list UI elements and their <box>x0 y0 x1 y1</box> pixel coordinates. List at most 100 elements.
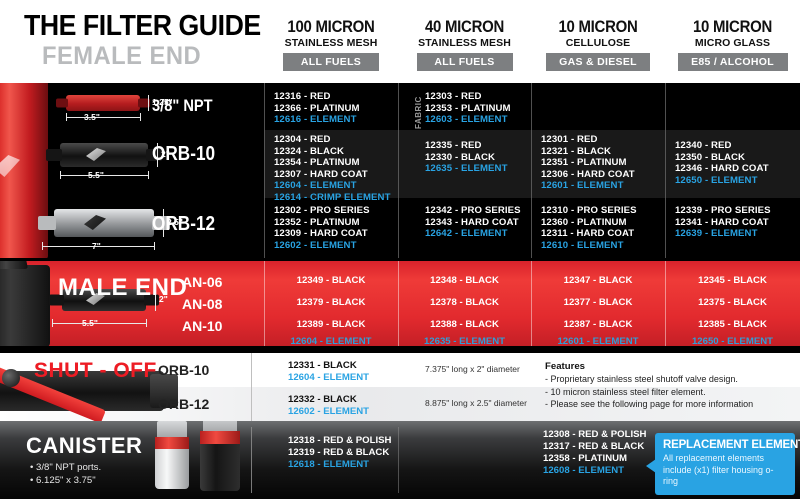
dim-line-npt-length <box>66 117 140 118</box>
column-micron: 10 MICRON <box>558 17 638 36</box>
cell-element-10cel: 12601 - ELEMENT <box>557 336 639 347</box>
canister-polish-image <box>155 421 189 489</box>
row-label-shut-orb12: ORB-12 <box>158 396 210 412</box>
column-header-10-micron-cellulose: 10 MICRON CELLULOSE GAS & DIESEL <box>531 18 665 71</box>
part-number-line: 12330 - BLACK <box>425 151 496 163</box>
shutoff-cap <box>150 374 178 408</box>
page-header: THE FILTER GUIDE FEMALE END 100 MICRON S… <box>0 0 800 83</box>
part-number-line: 12303 - RED <box>425 91 482 102</box>
column-media: MICRO GLASS <box>694 37 771 49</box>
cell-element-40: 12635 - ELEMENT <box>423 336 506 347</box>
row-label-orb12: ORB-12 <box>152 213 216 235</box>
part-number-line: 12343 - HARD COAT <box>425 216 519 228</box>
male-end-product-art: 5.5" 2" <box>0 261 264 346</box>
part-number-line: 12308 - RED & POLISH <box>543 429 647 440</box>
cell-npt-40: 12303 - RED 12353 - PLATINUM 12603 - ELEME… <box>425 91 511 126</box>
column-header-40-micron: 40 MICRON STAINLESS MESH ALL FUELS <box>398 18 531 71</box>
part-number-line: 12316 - RED <box>274 91 331 102</box>
feature-line: - 10 micron stainless steel filter eleme… <box>545 386 706 397</box>
row-label-orb10: ORB-10 <box>152 143 216 165</box>
part-number-line: 12377 - BLACK <box>563 297 633 308</box>
cell-orb12-10mg: 12339 - PRO SERIES 12341 - HARD COAT 12639… <box>675 205 771 240</box>
cell-an06-10mg: 12345 - BLACK <box>665 275 800 286</box>
part-number-line: 12302 - PRO SERIES <box>274 205 370 216</box>
cell-npt-100: 12316 - RED 12366 - PLATINUM 12616 - ELEME… <box>274 91 360 126</box>
canister-black-image <box>200 421 240 491</box>
filter-image-orb10 <box>46 143 162 167</box>
part-number-line: 12358 - PLATINUM <box>543 453 628 464</box>
part-number-line: 12317 - RED & BLACK <box>543 441 645 452</box>
cell-an08-100: 12379 - BLACK <box>264 297 398 308</box>
page-title: THE FILTER GUIDE <box>24 10 261 42</box>
part-number-line: 12608 - ELEMENT <box>543 465 625 476</box>
dim-orb12-length: 7" <box>92 241 101 251</box>
part-number-line: 12604 - ELEMENT <box>274 180 357 192</box>
part-number-line: 12353 - PLATINUM <box>425 102 511 114</box>
part-number-line: 12342 - PRO SERIES <box>425 205 521 216</box>
cell-an06-100: 12349 - BLACK <box>264 275 398 286</box>
cell-an08-10mg: 12375 - BLACK <box>665 297 800 308</box>
divider-col0 <box>264 83 265 258</box>
cell-an08-40: 12378 - BLACK <box>398 297 531 308</box>
callout-body: All replacement elements include (x1) fi… <box>663 453 774 486</box>
cell-orb12-10cel: 12310 - PRO SERIES 12360 - PLATINUM 12311 … <box>541 205 637 251</box>
cell-shut-orb10: 12331 - BLACK 12604 - ELEMENT <box>288 360 370 383</box>
cell-an06-10cel: 12347 - BLACK <box>531 275 665 286</box>
part-number-line: 12310 - PRO SERIES <box>541 205 637 216</box>
cell-orb10-40: 12335 - RED 12330 - BLACK 12635 - ELEMENT <box>425 140 508 175</box>
column-micron: 100 MICRON <box>287 17 375 36</box>
part-number-line: 12340 - RED <box>675 140 732 151</box>
column-micron: 40 MICRON <box>424 17 505 36</box>
filter-image-orb12 <box>38 209 170 237</box>
part-number-line: 12602 - ELEMENT <box>274 239 357 251</box>
cell-an10-10cel: 12387 - BLACK <box>531 319 665 330</box>
part-number-line: 12324 - BLACK <box>274 145 345 157</box>
fabric-side-label: FABRIC <box>414 96 423 129</box>
part-number-line: 12306 - HARD COAT <box>541 168 635 180</box>
cell-orb12-100: 12302 - PRO SERIES 12352 - PLATINUM 12309 … <box>274 205 370 251</box>
part-number-line: 12352 - PLATINUM <box>274 216 360 228</box>
page-subtitle: FEMALE END <box>42 42 202 70</box>
part-number-line: 12378 - BLACK <box>430 297 499 308</box>
part-number-line: 12354 - PLATINUM <box>274 157 360 169</box>
part-number-line: 12350 - BLACK <box>675 151 746 163</box>
part-number-line: 12309 - HARD COAT <box>274 228 368 240</box>
part-number-line: 12335 - RED <box>425 140 482 151</box>
features-block: Features - Proprietary stainless steel s… <box>545 360 753 411</box>
dim-npt-length: 3.5" <box>84 112 100 122</box>
dim-male-length: 5.5" <box>82 318 98 328</box>
part-number-line: 12345 - BLACK <box>698 275 767 286</box>
column-micron: 10 MICRON <box>692 17 773 36</box>
part-number-line: 12346 - HARD COAT <box>675 163 769 175</box>
feature-line: - Proprietary stainless steel shutoff va… <box>545 374 738 384</box>
dim-line-orb12-length <box>42 246 154 247</box>
part-number-line: 12379 - BLACK <box>296 297 366 308</box>
cell-an10-10mg: 12385 - BLACK <box>665 319 800 330</box>
row-label-npt: 3/8" NPT <box>152 96 213 115</box>
cell-canister-10cel: 12308 - RED & POLISH 12317 - RED & BLACK 1… <box>543 429 646 477</box>
shut-off-section: SHUT - OFF ORB-10 ORB-12 12331 - BLACK 1… <box>0 353 800 421</box>
part-number-line: 12601 - ELEMENT <box>541 180 624 192</box>
brand-logo-icon <box>0 155 20 177</box>
column-media: CELLULOSE <box>565 37 631 49</box>
dim-line-orb10-length <box>60 175 148 176</box>
part-number-line: 12304 - RED <box>274 134 331 145</box>
divider-col3 <box>665 83 666 258</box>
part-number-line: 12339 - PRO SERIES <box>675 205 771 216</box>
part-number-line: 12349 - BLACK <box>296 275 366 286</box>
part-number-line: 12616 - ELEMENT <box>274 114 357 126</box>
cell-orb12-40: 12342 - PRO SERIES 12343 - HARD COAT 12642… <box>425 205 521 240</box>
row-label-an10: AN-10 <box>182 318 223 334</box>
part-number-line: 12650 - ELEMENT <box>675 174 758 186</box>
cell-an08-10cel: 12377 - BLACK <box>531 297 665 308</box>
part-number-line: 12375 - BLACK <box>698 297 767 308</box>
features-title: Features <box>545 361 585 372</box>
female-end-section: 3.5" 1.25" 5.5" 2" <box>0 83 800 258</box>
part-number-line: 12351 - PLATINUM <box>541 157 627 169</box>
part-number-line: 12348 - BLACK <box>430 275 499 286</box>
feature-line: - Please see the following page for more… <box>545 399 754 409</box>
column-badge: ALL FUELS <box>416 53 513 71</box>
cell-orb10-10cel: 12301 - RED 12321 - BLACK 12351 - PLATINUM… <box>541 134 635 192</box>
part-number-line: 12318 - RED & POLISH <box>288 435 392 446</box>
